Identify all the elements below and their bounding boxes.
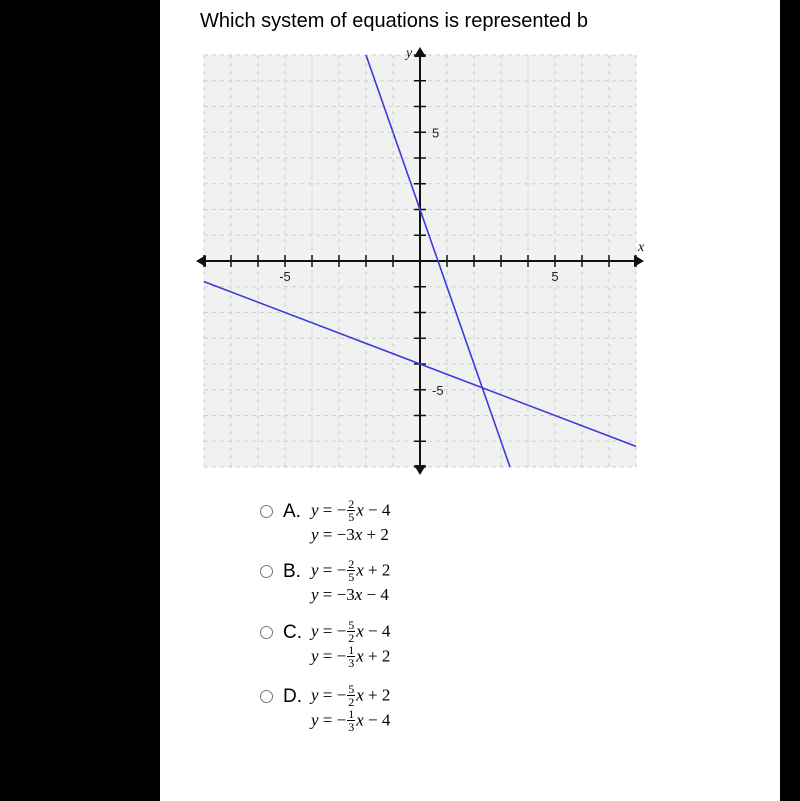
answer-option[interactable]: D.y = −52x + 2y = −13x − 4 <box>260 684 760 734</box>
option-equations: y = −25x − 4y = −3x + 2 <box>311 499 390 545</box>
answer-option[interactable]: C.y = −52x − 4y = −13x + 2 <box>260 620 760 670</box>
option-letter: C. <box>283 622 311 644</box>
svg-text:y: y <box>404 46 413 61</box>
svg-text:x: x <box>637 240 645 255</box>
radio-icon[interactable] <box>260 626 273 639</box>
answer-option[interactable]: B.y = −25x + 2y = −3x − 4 <box>260 559 760 605</box>
svg-text:-5: -5 <box>432 383 444 398</box>
answer-options: A.y = −25x − 4y = −3x + 2B.y = −25x + 2y… <box>260 499 760 734</box>
coordinate-graph: -5 -5 5 5 y x <box>190 41 650 481</box>
radio-icon[interactable] <box>260 565 273 578</box>
option-equations: y = −52x + 2y = −13x − 4 <box>311 684 390 734</box>
question-text: Which system of equations is represented… <box>200 0 760 41</box>
option-equations: y = −25x + 2y = −3x − 4 <box>311 559 390 605</box>
svg-text:5: 5 <box>432 125 439 140</box>
svg-text:5: 5 <box>551 269 558 284</box>
svg-text:-5: -5 <box>279 269 291 284</box>
option-letter: A. <box>283 501 311 523</box>
option-equations: y = −52x − 4y = −13x + 2 <box>311 620 390 670</box>
radio-icon[interactable] <box>260 505 273 518</box>
page-content: Which system of equations is represented… <box>160 0 780 801</box>
option-letter: B. <box>283 561 311 583</box>
answer-option[interactable]: A.y = −25x − 4y = −3x + 2 <box>260 499 760 545</box>
radio-icon[interactable] <box>260 690 273 703</box>
option-letter: D. <box>283 686 311 708</box>
